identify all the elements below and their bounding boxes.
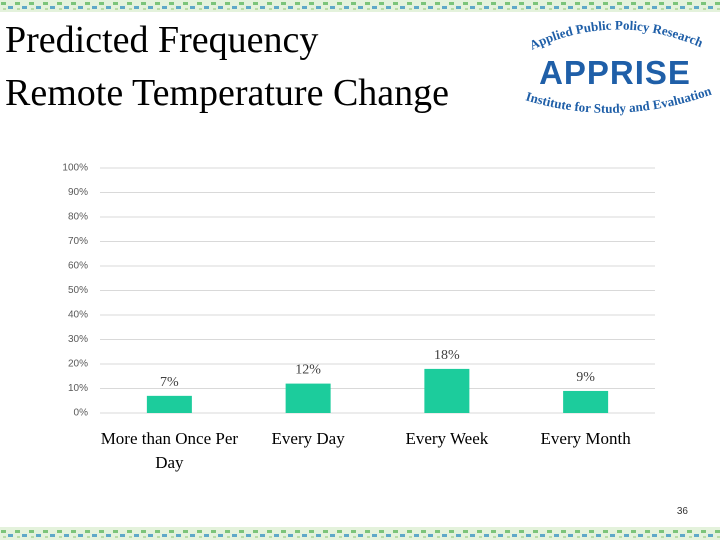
y-tick-label: 20% — [68, 359, 88, 370]
bar — [146, 395, 192, 413]
y-tick-label: 90% — [68, 187, 88, 198]
y-tick-label: 80% — [68, 212, 88, 223]
y-tick-label: 100% — [62, 163, 88, 174]
bar — [563, 390, 609, 413]
bar — [285, 383, 331, 413]
y-tick-label: 10% — [68, 383, 88, 394]
title-line: Predicted Frequency — [5, 19, 319, 61]
slide-title: Predicted Frequency Remote Temperature C… — [5, 14, 449, 120]
page-number: 36 — [677, 506, 689, 517]
y-tick-label: 70% — [68, 236, 88, 247]
y-tick-label: 40% — [68, 310, 88, 321]
value-label: 18% — [434, 348, 460, 363]
x-tick-label: Every Month — [540, 429, 631, 448]
value-label: 7% — [160, 375, 179, 390]
x-tick-label: More than Once Per Day — [100, 429, 239, 472]
y-tick-label: 60% — [68, 261, 88, 272]
bar — [424, 368, 470, 413]
logo-top-text: Applied Public Policy Research — [527, 17, 706, 52]
y-tick-label: 0% — [74, 408, 89, 419]
x-tick-label: Every Day — [271, 429, 345, 448]
title-line: Remote Temperature Change — [5, 72, 450, 114]
x-tick-label: Every Week — [405, 429, 489, 448]
logo-top: Applied Public Policy Research — [527, 17, 706, 52]
bottom-strip — [0, 527, 720, 540]
y-tick-label: 30% — [68, 334, 88, 345]
value-label: 9% — [576, 370, 595, 385]
y-tick-label: 50% — [68, 285, 88, 296]
value-label: 12% — [295, 363, 321, 378]
logo-name: APPRISE — [539, 54, 691, 91]
top-strip — [0, 0, 720, 12]
